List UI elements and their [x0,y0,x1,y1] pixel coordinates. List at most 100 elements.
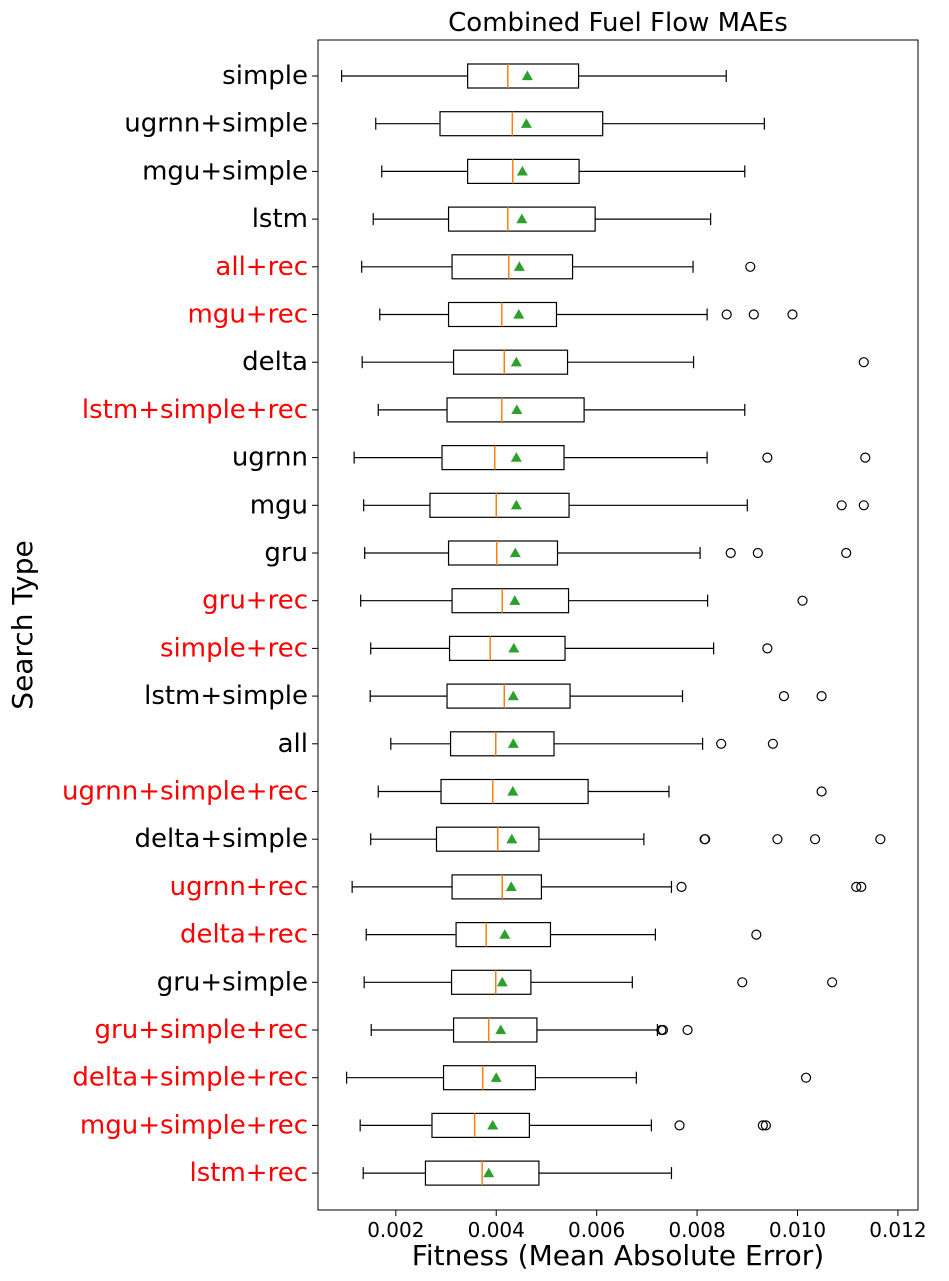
y-tick-label: delta [242,347,308,377]
mean-marker [490,1072,502,1082]
x-tick-label: 0.012 [869,1218,926,1242]
y-tick-label: ugrnn [232,443,308,473]
mean-marker [507,690,519,701]
iqr-box [467,63,580,89]
outlier-point [757,1120,768,1131]
mean-marker [496,976,508,987]
outlier-point [657,1024,669,1036]
box-ugrnn-rec [351,874,867,900]
iqr-box [439,111,604,137]
outlier-point [816,690,827,702]
x-axis: 0.002 0.004 0.006 0.008 0.010 0.012 [367,1210,927,1242]
mean-marker [505,881,517,892]
y-tick-label: gru+simple [157,967,308,997]
outlier-point [836,500,847,511]
outlier-point [851,881,862,893]
iqr-box [440,778,589,805]
box-delta-rec [365,921,762,948]
outlier-point [816,786,827,797]
y-tick-label: mgu+rec [187,300,308,330]
mean-marker [487,1119,499,1130]
iqr-box [442,1065,537,1091]
outlier-point [762,643,773,654]
outlier-point [725,547,736,559]
outlier-point [841,547,852,559]
y-tick-label: simple [222,61,308,91]
outlier-point [682,1024,693,1036]
x-tick-label: 0.010 [769,1218,826,1242]
outlier-point [800,1072,812,1083]
outlier-point [809,834,821,845]
outlier-point [797,595,808,606]
iqr-box [451,588,570,614]
mean-marker [509,595,521,605]
mean-marker [520,118,532,128]
outlier-point [700,834,711,845]
outlier-point [751,929,762,940]
outlier-point [737,977,748,988]
box-simple-rec [370,635,773,662]
outlier-point [856,881,867,893]
y-tick-label: gru+simple+rec [95,1015,308,1045]
box-lstm-simple [369,683,827,709]
y-tick-label: delta+simple+rec [72,1063,308,1093]
mean-marker [513,261,525,271]
box-mgu-simple-rec [359,1112,771,1139]
iqr-box [447,206,596,232]
y-tick-label: ugrnn+rec [170,872,308,902]
outlier-point [860,452,871,463]
box-mgu [363,492,869,518]
outlier-point [787,309,798,320]
mean-marker [516,213,528,224]
y-axis-label: Search Type [6,540,39,709]
iqr-box [450,969,532,995]
y-tick-label: gru [264,538,308,568]
x-axis-label: Fitness (Mean Absolute Error) [412,1239,824,1272]
box-delta [361,349,869,375]
y-tick-label: delta+rec [180,920,308,950]
outlier-point [760,1120,771,1131]
y-tick-label: all+rec [215,252,308,282]
y-tick-label: mgu+simple+rec [80,1110,308,1140]
mean-marker [506,833,518,844]
outlier-point [748,309,759,320]
iqr-box [451,874,543,900]
x-tick-label: 0.006 [568,1218,625,1242]
mean-marker [513,309,525,319]
mean-marker [510,452,522,462]
iqr-box [435,826,540,852]
box-gru-simple-rec [370,1017,693,1043]
iqr-box [452,1017,538,1043]
mean-marker [521,70,533,81]
iqr-box [452,349,569,375]
box-lstm-rec [362,1160,673,1186]
box-gru-rec [360,588,808,614]
mean-marker [499,929,511,939]
mean-marker [510,356,522,367]
box-gru [364,540,852,566]
outlier-point [827,977,838,988]
y-tick-label: lstm+rec [190,1158,309,1188]
outlier-point [772,834,783,845]
box-ugrnn [353,445,871,471]
y-tick-label: mgu [250,490,308,520]
mean-marker [516,165,528,176]
outlier-point [858,500,869,511]
y-tick-label: delta+simple [135,824,308,854]
plot-area-frame [317,39,919,1211]
box-series [340,63,886,1186]
mean-marker [508,642,520,653]
y-axis: simple ugrnn+simple mgu+simple lstm all+rec m… [62,61,318,1188]
mean-marker [510,499,522,510]
outlier-point [676,881,687,893]
y-tick-label: all [278,729,308,759]
outlier-point [716,738,727,749]
box-ugrnn-simple-rec [377,778,827,805]
iqr-box [446,683,571,709]
mean-marker [507,738,519,748]
box-mgu-simple [381,158,746,184]
mean-marker [483,1167,495,1178]
box-all-rec [361,254,756,280]
box-ugrnn-simple [375,111,765,137]
box-delta-simple-rec [346,1065,812,1091]
